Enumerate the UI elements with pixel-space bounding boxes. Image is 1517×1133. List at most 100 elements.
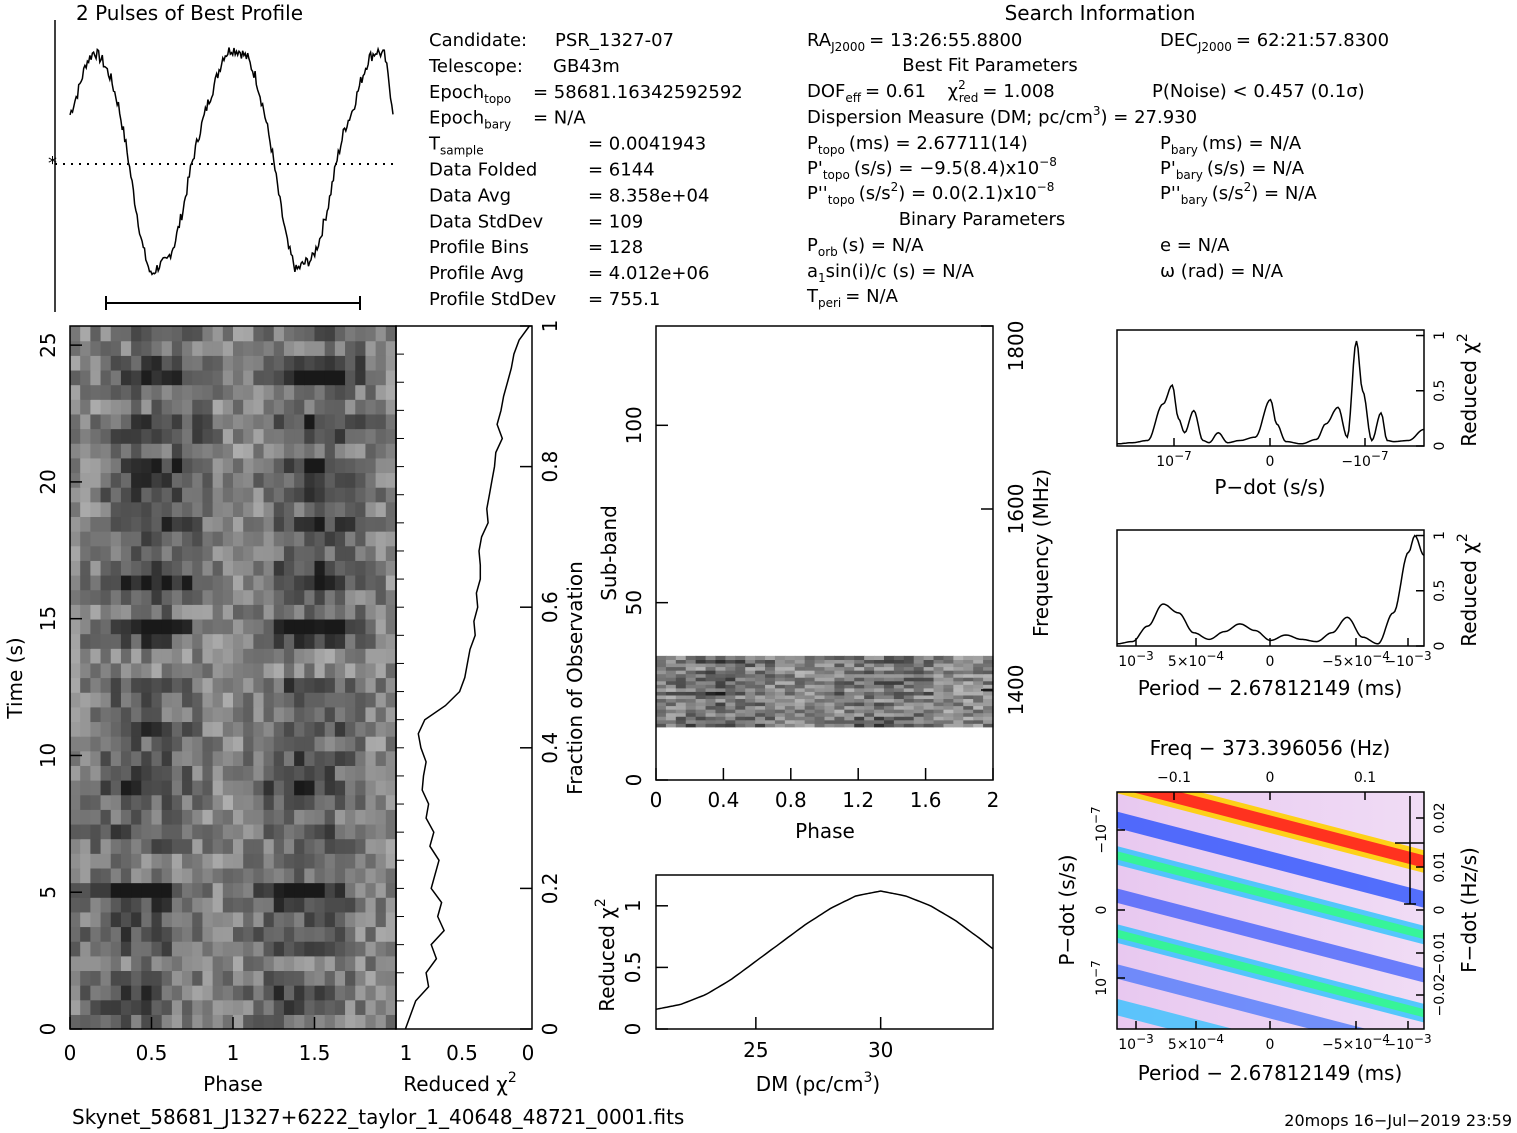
heatmap-cell bbox=[375, 326, 387, 342]
heatmap-cell bbox=[365, 413, 377, 430]
heatmap-cell bbox=[161, 399, 173, 415]
heatmap-cell bbox=[913, 662, 925, 668]
heatmap-cell bbox=[334, 970, 346, 986]
heatmap-cell bbox=[864, 666, 875, 671]
heatmap-cell bbox=[854, 666, 865, 671]
heatmap-cell bbox=[365, 970, 377, 986]
info-value: = 128 bbox=[588, 237, 643, 258]
profile-title: 2 Pulses of Best Profile bbox=[76, 1, 303, 25]
heatmap-cell bbox=[314, 911, 326, 928]
heatmap-cell bbox=[294, 736, 305, 752]
heatmap-cell bbox=[345, 487, 356, 503]
heatmap-cell bbox=[814, 687, 826, 692]
heatmap-cell bbox=[784, 666, 796, 671]
heatmap-cell bbox=[804, 666, 816, 671]
heatmap-cell bbox=[804, 655, 816, 661]
heatmap-cell bbox=[273, 750, 285, 766]
heatmap-cell bbox=[70, 706, 81, 723]
heatmap-cell bbox=[685, 666, 697, 671]
heatmap-cell bbox=[212, 516, 224, 532]
heatmap-cell bbox=[973, 705, 984, 710]
heatmap-cell bbox=[675, 712, 687, 717]
heatmap-cell bbox=[80, 882, 91, 898]
heatmap-cell bbox=[212, 999, 224, 1015]
heatmap-cell bbox=[273, 340, 285, 356]
heatmap-cell bbox=[385, 516, 397, 532]
heatmap-cell bbox=[656, 670, 667, 675]
heatmap-cell bbox=[202, 633, 214, 649]
heatmap-cell bbox=[192, 501, 204, 517]
heatmap-cell bbox=[90, 531, 102, 547]
heatmap-cell bbox=[685, 716, 697, 721]
heatmap-cell bbox=[222, 516, 234, 532]
heatmap-cell bbox=[334, 721, 346, 737]
heatmap-cell bbox=[70, 560, 81, 576]
heatmap-cell bbox=[243, 472, 254, 488]
heatmap-cell bbox=[304, 999, 316, 1015]
heatmap-cell bbox=[80, 780, 91, 796]
heatmap-cell bbox=[294, 706, 305, 723]
x-tick-label: 10−3 bbox=[1118, 1032, 1154, 1053]
heatmap-cell bbox=[943, 684, 954, 689]
heatmap-cell bbox=[90, 970, 102, 986]
heatmap-cell bbox=[80, 677, 91, 693]
heatmap-cell bbox=[735, 719, 746, 724]
heatmap-cell bbox=[90, 911, 102, 928]
heatmap-cell bbox=[80, 487, 91, 503]
heatmap-cell bbox=[365, 706, 377, 723]
heatmap-cell bbox=[131, 618, 142, 635]
heatmap-cell bbox=[675, 705, 687, 710]
heatmap-cell bbox=[120, 487, 132, 503]
heatmap-cell bbox=[212, 604, 224, 620]
heatmap-cell bbox=[345, 369, 356, 386]
heatmap-cell bbox=[171, 721, 183, 737]
heatmap-cell bbox=[735, 723, 746, 728]
heatmap-cell bbox=[705, 670, 717, 675]
heatmap-cell bbox=[824, 694, 836, 700]
heatmap-cell bbox=[253, 897, 265, 913]
heatmap-cell bbox=[141, 604, 153, 620]
heatmap-cell bbox=[765, 698, 776, 703]
heatmap-cell bbox=[141, 618, 153, 635]
heatmap-cell bbox=[151, 677, 163, 693]
heatmap-cell bbox=[774, 687, 786, 692]
heatmap-cell bbox=[141, 472, 153, 488]
heatmap-cell bbox=[182, 941, 193, 957]
heatmap-cell bbox=[656, 719, 667, 724]
heatmap-cell bbox=[294, 413, 305, 430]
heatmap-cell bbox=[110, 780, 122, 796]
heatmap-cell bbox=[222, 574, 234, 591]
heatmap-cell bbox=[151, 882, 163, 898]
heatmap-cell bbox=[151, 560, 163, 576]
heatmap-cell bbox=[385, 911, 397, 928]
heatmap-cell bbox=[933, 719, 945, 724]
heatmap-cell bbox=[324, 618, 336, 635]
heatmap-cell bbox=[294, 340, 305, 356]
heatmap-cell bbox=[933, 709, 945, 714]
heatmap-cell bbox=[131, 326, 142, 342]
heatmap-cell bbox=[923, 709, 935, 714]
heatmap-cell bbox=[334, 633, 346, 649]
heatmap-cell bbox=[385, 369, 397, 386]
heatmap-cell bbox=[365, 399, 377, 415]
heatmap-cell bbox=[283, 750, 295, 766]
heatmap-cell bbox=[903, 719, 915, 724]
heatmap-cell bbox=[913, 719, 925, 724]
heatmap-cell bbox=[334, 1014, 346, 1030]
heatmap-cell bbox=[324, 1014, 336, 1030]
heatmap-cell bbox=[100, 487, 112, 503]
heatmap-cell bbox=[243, 780, 254, 796]
heatmap-cell bbox=[665, 691, 677, 696]
heatmap-cell bbox=[243, 867, 254, 884]
heatmap-cell bbox=[141, 853, 153, 869]
heatmap-cell bbox=[385, 413, 397, 430]
heatmap-cell bbox=[385, 604, 397, 620]
heatmap-cell bbox=[375, 560, 387, 576]
heatmap-cell bbox=[334, 750, 346, 766]
heatmap-cell bbox=[903, 659, 915, 664]
heatmap-cell bbox=[182, 692, 193, 708]
heatmap-cell bbox=[212, 531, 224, 547]
heatmap-cell bbox=[953, 677, 964, 682]
time-phase-xlabel: Phase bbox=[203, 1072, 263, 1096]
heatmap-cell bbox=[202, 809, 214, 825]
